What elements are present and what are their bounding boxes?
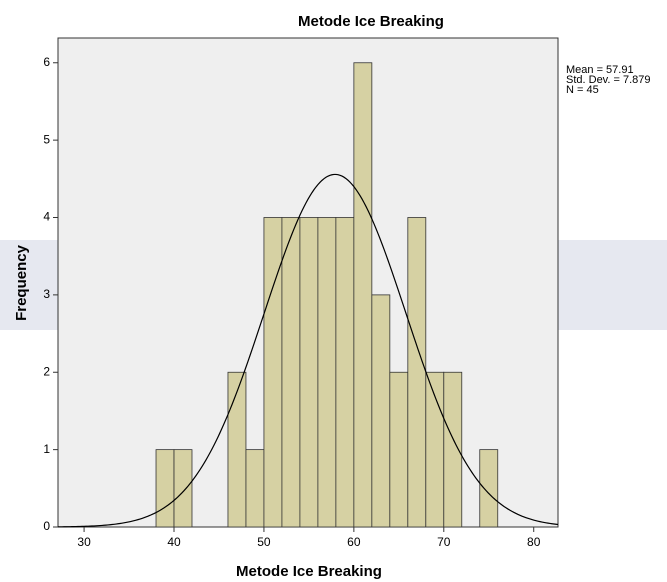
- bar: [282, 218, 300, 527]
- bar: [246, 450, 264, 527]
- bar: [156, 450, 174, 527]
- bar: [408, 218, 426, 527]
- y-tick-label: 2: [43, 364, 50, 378]
- y-tick-label: 5: [43, 132, 50, 146]
- stat-label: N = 45: [566, 84, 599, 96]
- bar: [228, 372, 246, 527]
- bar: [480, 450, 498, 527]
- y-tick-label: 4: [43, 210, 50, 224]
- chart: Metode Ice Breaking Metode Ice Breaking …: [0, 0, 667, 582]
- bar: [390, 372, 408, 527]
- y-tick-label: 3: [43, 287, 50, 301]
- y-tick-label: 0: [43, 519, 50, 533]
- y-tick-label: 6: [43, 55, 50, 69]
- x-tick-label: 30: [77, 535, 91, 549]
- chart-title: Metode Ice Breaking: [298, 13, 444, 30]
- x-tick-label: 60: [347, 535, 361, 549]
- x-tick-label: 80: [527, 535, 541, 549]
- bar: [372, 295, 390, 527]
- x-tick-label: 70: [437, 535, 451, 549]
- x-axis-label: Metode Ice Breaking: [236, 563, 382, 580]
- bar: [318, 218, 336, 527]
- y-axis-label: Frequency: [13, 244, 30, 321]
- x-tick-label: 40: [167, 535, 181, 549]
- bar: [174, 450, 192, 527]
- bar: [300, 218, 318, 527]
- y-tick-label: 1: [43, 442, 50, 456]
- bar: [354, 63, 372, 527]
- bar: [336, 218, 354, 527]
- bar: [264, 218, 282, 527]
- x-tick-label: 50: [257, 535, 271, 549]
